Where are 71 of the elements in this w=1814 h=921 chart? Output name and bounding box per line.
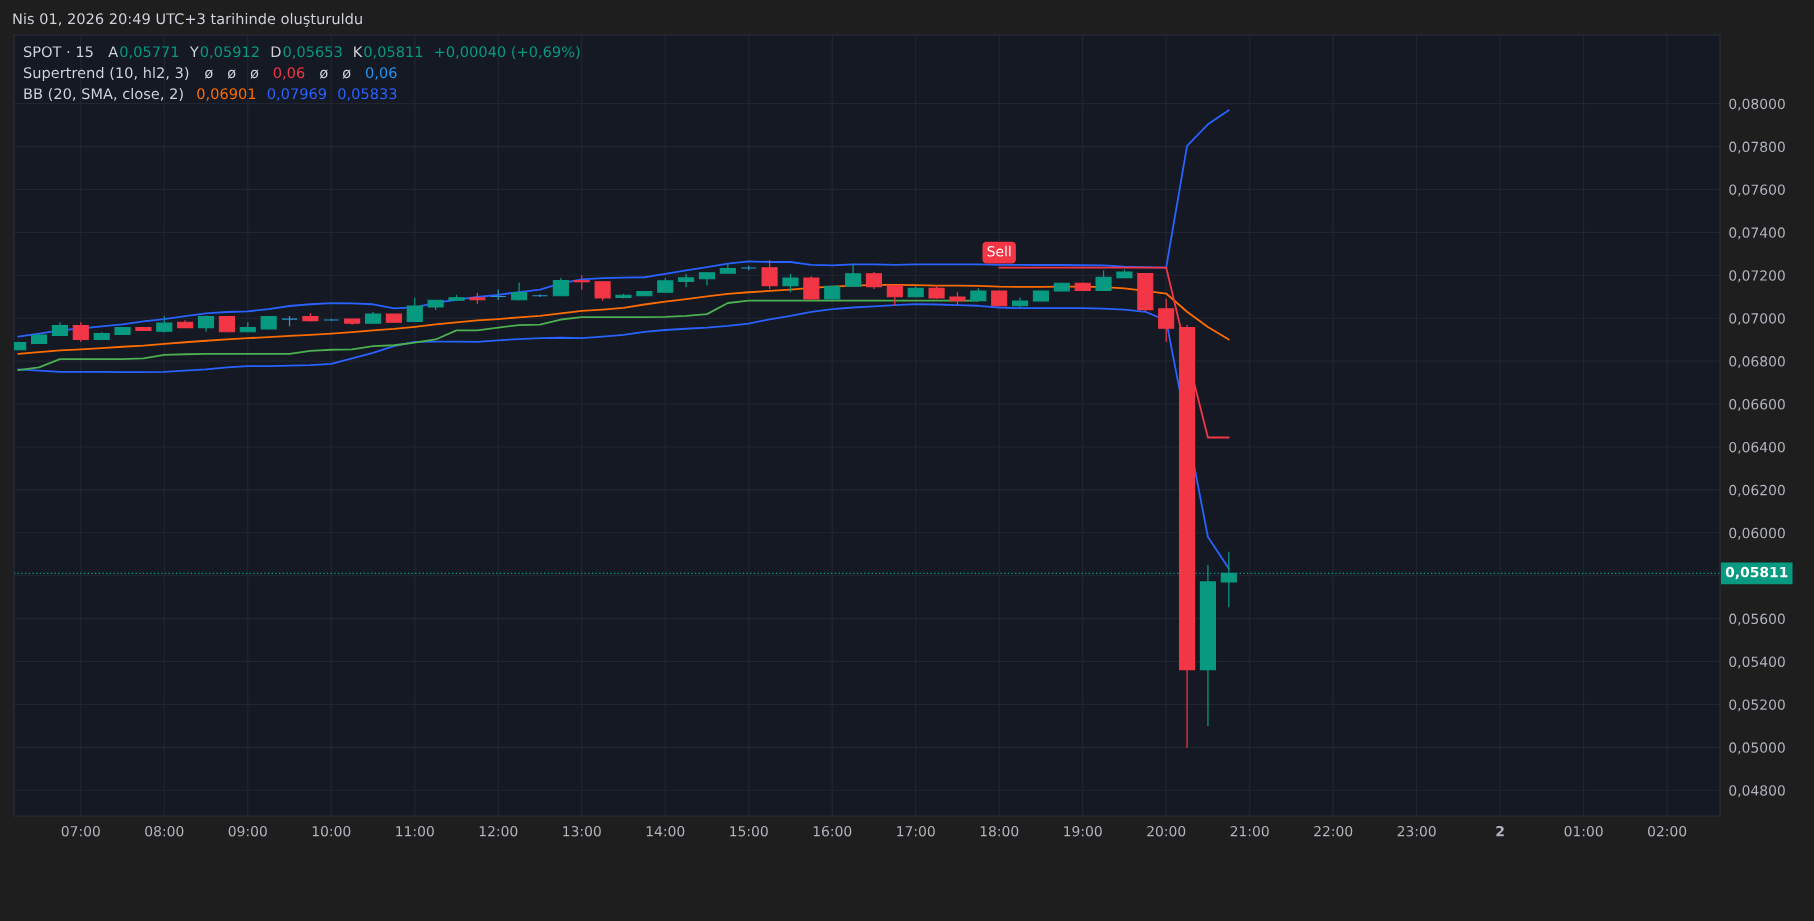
y-tick-label: 0,05200 [1729,699,1785,712]
y-tick-label: 0,06600 [1729,399,1785,411]
annotation: D [271,46,281,58]
annotation: 0,06 [365,67,397,80]
y-tick-label: 0,06800 [1729,356,1785,369]
x-tick-label: 18:00 [980,825,1019,837]
x-tick-label: 08:00 [145,825,184,837]
candlestick [594,280,611,302]
y-tick-label: 0,05000 [1729,742,1785,755]
x-tick-label: 07:00 [61,825,100,837]
x-tick-label: 22:00 [1314,825,1353,837]
y-tick-label: 0,06000 [1729,527,1785,540]
candlestick [72,321,89,343]
x-tick-label: 14:00 [646,825,685,837]
line-series [17,109,1230,338]
x-tick-label: 20:00 [1147,825,1186,837]
candlestick [1220,551,1237,608]
annotation: Sell [987,245,1011,257]
text: Nis 01, 2026 20:49 UTC+3 tarihinde oluşturuldu [13,12,362,27]
x-tick-label: 15:00 [730,825,768,837]
x-tick-label: 01:00 [1564,825,1603,837]
x-tick-label: 19:00 [1064,825,1102,837]
annotation: BB (20, SMA, close, 2) [24,87,183,101]
annotation: A [108,46,119,58]
y-tick-label: 0,07000 [1729,313,1785,326]
annotation: K [354,46,363,58]
ref-line-label: 0,05811 [1725,566,1788,580]
x-tick-label: 09:00 [228,825,267,837]
x-tick-label: 16:00 [813,825,852,837]
y-tick-label: 0,05400 [1729,656,1785,669]
x-tick-label: 17:00 [897,825,935,837]
annotation: 0,06901 [197,88,256,101]
y-tick-label: 0,07800 [1729,141,1785,154]
x-tick-label: 11:00 [396,825,434,837]
annotation: 0,05771 [120,46,179,59]
annotation: SPOT · 15 [23,46,93,58]
annotation: Supertrend (10, hl2, 3) [23,66,189,82]
y-tick-label: 0,08000 [1729,98,1785,111]
y-tick-label: 0,07600 [1729,184,1785,197]
x-tick-label: 12:00 [479,825,518,837]
candlestick [782,273,799,293]
candlestick [531,293,549,298]
y-tick-label: 0,04800 [1729,785,1785,798]
y-tick-label: 0,06200 [1729,484,1785,497]
candlestick [406,297,423,323]
annotation: 0,06 [273,67,305,80]
candlestick [845,263,862,288]
candlestick [803,275,820,302]
y-tick-label: 0,07400 [1729,227,1785,240]
candlestick [761,259,778,290]
annotation: 0,07969 [267,88,327,101]
x-tick-label: 10:00 [312,825,351,837]
annotation: 0,05912 [200,46,259,59]
annotation: +0,00040 (+0,69%) [435,45,580,59]
y-tick-label: 0,07200 [1729,270,1785,283]
y-tick-label: 0,05600 [1729,613,1785,626]
annotation: 0,05833 [338,88,397,101]
annotation: 0,05811 [364,46,423,59]
y-tick-label: 0,06400 [1729,441,1785,454]
annotation: ø ø ø [204,69,259,79]
candlestick [678,273,695,288]
x-tick-label: 13:00 [563,825,601,837]
annotation: 0,05653 [283,46,342,59]
x-tick-label: 02:00 [1648,825,1687,837]
annotation: ø ø [319,69,351,79]
x-tick-label: 23:00 [1397,825,1436,837]
candlestick [1095,269,1112,292]
annotation: Y [189,46,199,58]
x-tick-label: 21:00 [1230,825,1269,837]
x-tick-label: 2 [1496,825,1504,837]
candlestick [1158,298,1175,343]
